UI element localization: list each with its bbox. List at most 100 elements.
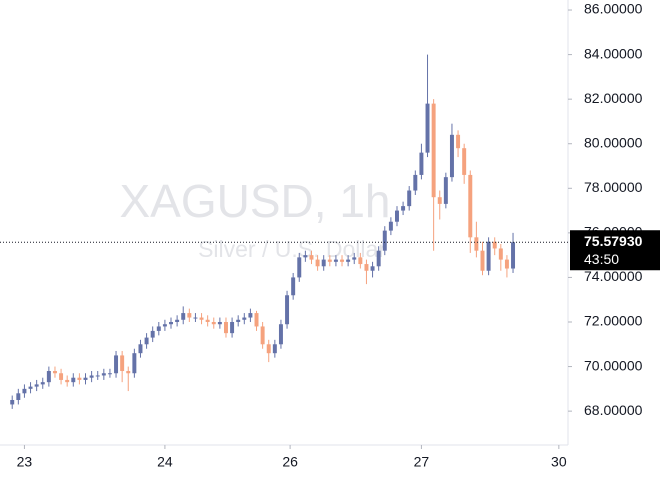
candle-body (504, 259, 509, 269)
y-tick-label: 82.00000 (584, 90, 643, 106)
candle-body (89, 375, 94, 378)
y-tick-label: 84.00000 (584, 45, 643, 61)
candle-body (205, 319, 210, 322)
candle-body (162, 324, 167, 327)
candle-body (175, 319, 180, 322)
candle-body (22, 388, 27, 394)
candle-body (107, 373, 112, 375)
watermark-symbol: XAGUSD, 1h (120, 175, 391, 227)
candle-body (449, 134, 454, 178)
candle-body (16, 393, 21, 400)
candle-body (236, 319, 241, 322)
y-tick-label: 72.00000 (584, 313, 643, 329)
x-tick-label: 26 (282, 454, 298, 470)
candle-body (309, 255, 314, 260)
candle-body (242, 317, 247, 320)
candle-body (71, 377, 76, 383)
candle-body (272, 344, 277, 354)
candle-body (431, 103, 436, 198)
candle-body (498, 248, 503, 260)
last-price-label: 75.57930 (584, 233, 643, 249)
candle-body (425, 103, 430, 153)
candle-body (468, 174, 473, 238)
y-tick-label: 78.00000 (584, 179, 643, 195)
candle-body (150, 330, 155, 338)
bar-countdown: 43:50 (584, 251, 619, 267)
candle-body (486, 241, 491, 271)
candle-body (382, 230, 387, 251)
candle-body (291, 277, 296, 296)
candle-body (40, 382, 45, 385)
candle-body (266, 344, 271, 354)
candle-body (211, 321, 216, 325)
candle-body (333, 259, 338, 262)
watermark-description: Silver / U.S. Dollar (198, 236, 386, 262)
candle-body (83, 377, 88, 380)
candle-body (132, 353, 137, 374)
candle-body (46, 371, 51, 383)
x-tick-label: 30 (551, 454, 567, 470)
candle-body (59, 373, 64, 380)
candle-body (95, 375, 100, 377)
candle-body (511, 242, 516, 269)
candle-body (120, 355, 125, 372)
y-tick-label: 80.00000 (584, 134, 643, 150)
candle-body (101, 373, 106, 376)
candle-body (364, 264, 369, 271)
candle-body (492, 241, 497, 249)
candle-body (285, 295, 290, 325)
candle-body (407, 190, 412, 207)
candle-body (352, 257, 357, 260)
candle-body (223, 321, 228, 334)
candle-body (126, 371, 131, 374)
candle-body (10, 399, 15, 405)
candle-body (144, 337, 149, 345)
x-tick-label: 23 (17, 454, 33, 470)
candle-body (230, 321, 235, 334)
x-tick-label: 27 (414, 454, 430, 470)
candle-body (217, 321, 222, 325)
candle-body (181, 313, 186, 320)
candle-body (254, 313, 259, 327)
candle-body (169, 321, 173, 325)
candle-body (388, 221, 393, 231)
candle-body (327, 259, 332, 262)
candle-body (156, 326, 161, 331)
candle-body (395, 210, 399, 222)
y-tick-label: 74.00000 (584, 268, 643, 284)
candle-body (303, 255, 308, 258)
candle-body (114, 355, 119, 374)
candle-body (77, 377, 82, 380)
candle-body (278, 324, 283, 345)
candle-body (443, 177, 448, 204)
candle-body (456, 134, 461, 149)
candle-body (474, 237, 479, 251)
x-tick-label: 24 (157, 454, 173, 470)
y-tick-label: 70.00000 (584, 357, 643, 373)
candle-body (437, 197, 442, 204)
y-tick-label: 68.00000 (584, 402, 643, 418)
candle-body (340, 259, 345, 262)
candle-body (462, 148, 467, 175)
candle-body (413, 174, 418, 191)
candle-body (315, 259, 320, 267)
candle-body (480, 250, 485, 271)
candle-body (321, 259, 326, 267)
candle-body (358, 257, 363, 265)
candle-body (34, 384, 39, 387)
candle-body (199, 317, 204, 320)
candle-body (260, 326, 265, 345)
candle-body (187, 313, 192, 318)
last-price-box (570, 230, 660, 271)
candle-body (346, 259, 351, 262)
candle-body (376, 250, 381, 267)
candle-body (193, 317, 198, 319)
candle-body (401, 206, 406, 211)
candle-body (28, 386, 33, 389)
candle-body (138, 344, 143, 354)
candle-body (52, 371, 57, 374)
candle-body (370, 266, 375, 271)
